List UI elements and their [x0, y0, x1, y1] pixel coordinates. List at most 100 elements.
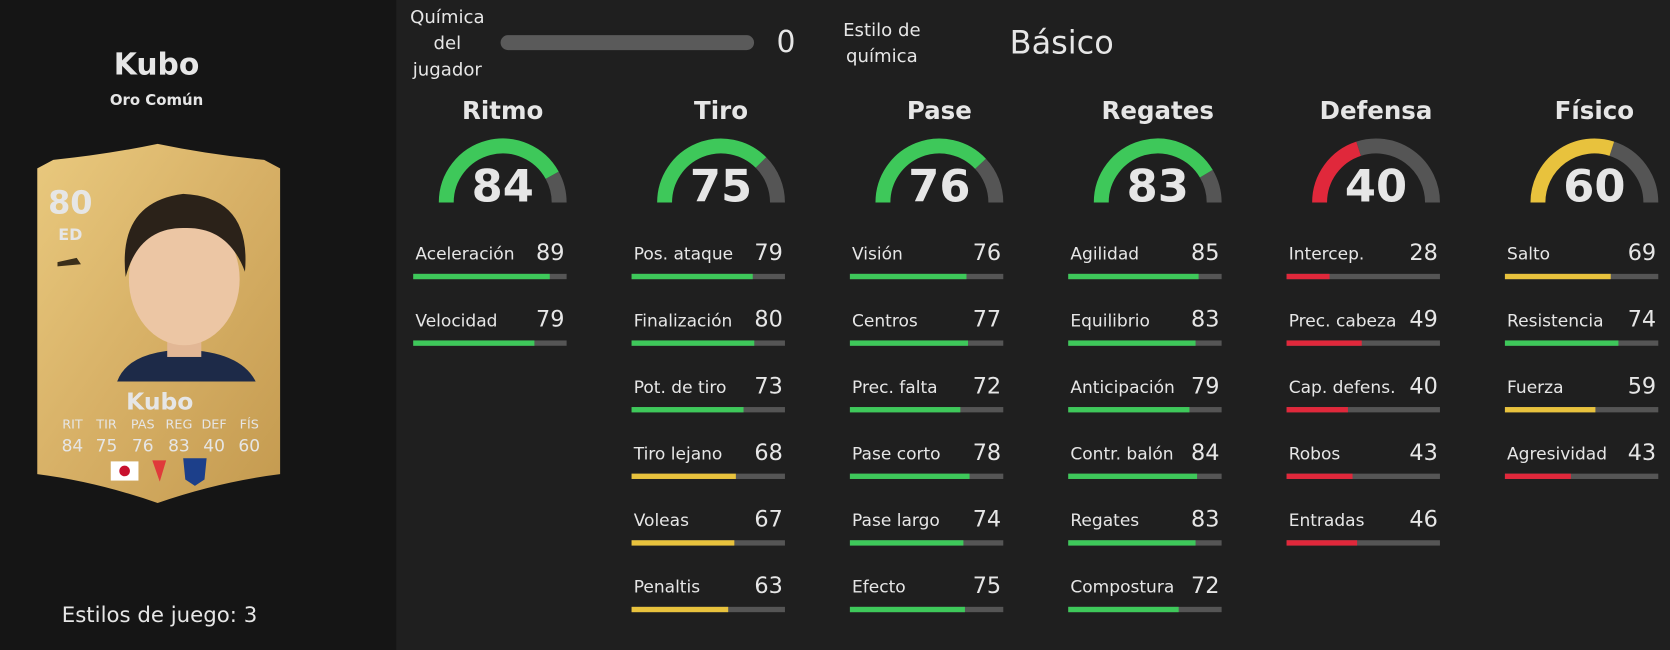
- stat-bar: [1068, 473, 1198, 479]
- stat-value: 63: [754, 573, 782, 599]
- playstyles: Estilos de juego: 3: [62, 603, 258, 628]
- stat-bar-track: [1504, 473, 1659, 479]
- stat-bar: [1504, 473, 1571, 479]
- card-stat-value: 84: [62, 436, 84, 456]
- stat-value: 80: [754, 307, 782, 333]
- stat-name: Visión: [852, 245, 903, 265]
- gauge-track: [1609, 141, 1659, 203]
- stat-name: Intercep.: [1289, 245, 1365, 265]
- stat-name: Efecto: [852, 578, 906, 598]
- gauge-track: [974, 158, 1004, 203]
- stat-name: Resistencia: [1507, 311, 1603, 331]
- stat-bar: [1286, 473, 1353, 479]
- stat-name: Agresividad: [1507, 444, 1607, 464]
- chemistry-style: Básico: [1010, 24, 1114, 62]
- stat-value: 78: [973, 440, 1001, 466]
- chemistry-bar: [500, 35, 755, 51]
- card-stat-label: PAS: [131, 418, 155, 433]
- stat-name: Robos: [1289, 444, 1341, 464]
- stat-value: 79: [754, 240, 782, 266]
- stat-value: 74: [973, 506, 1001, 532]
- category-title: Ritmo: [462, 96, 543, 125]
- category-value: 84: [472, 160, 534, 213]
- stat-name: Contr. balón: [1070, 444, 1173, 464]
- stat-bar: [631, 407, 744, 413]
- player-rarity: Oro Común: [110, 91, 203, 109]
- gauge-fill: [438, 138, 559, 203]
- stat-value: 43: [1409, 440, 1437, 466]
- category-value: 40: [1345, 160, 1407, 213]
- gauge-fill: [1093, 138, 1213, 203]
- card-stat-label: RIT: [62, 418, 83, 433]
- stat-value: 67: [754, 506, 782, 532]
- stat-name: Tiro lejano: [633, 444, 723, 464]
- stat-bar: [413, 273, 550, 280]
- stat-value: 79: [1191, 373, 1219, 399]
- card-badges: [110, 458, 207, 486]
- stat-value: 40: [1409, 373, 1437, 399]
- card-stat-label: REG: [166, 418, 193, 433]
- stat-bar-track: [1286, 407, 1440, 413]
- card-stat-label: DEF: [201, 418, 226, 433]
- gauge-track: [545, 171, 567, 203]
- category-title: Defensa: [1320, 96, 1433, 125]
- stat-value: 72: [1191, 573, 1219, 599]
- chemistry-style-label: Estilo de: [843, 20, 920, 41]
- boot-icon: [57, 257, 81, 267]
- stat-name: Entradas: [1289, 511, 1365, 531]
- card-position: ED: [58, 225, 82, 244]
- gauge-fill: [657, 138, 767, 203]
- stat-value: 46: [1409, 506, 1437, 532]
- stat-value: 69: [1628, 240, 1656, 266]
- stat-bar: [631, 540, 735, 546]
- stat-value: 76: [973, 240, 1001, 266]
- stat-bar: [413, 340, 535, 346]
- stat-value: 77: [973, 307, 1001, 333]
- stat-value: 49: [1409, 307, 1437, 333]
- stat-value: 85: [1191, 240, 1219, 266]
- stat-name: Penaltis: [634, 578, 700, 598]
- card-name: Kubo: [126, 387, 193, 415]
- stat-name: Fuerza: [1507, 378, 1564, 398]
- stat-name: Aceleración: [415, 245, 514, 265]
- chemistry-label: jugador: [412, 59, 483, 80]
- stat-bar: [1068, 340, 1196, 346]
- category-value: 60: [1563, 160, 1625, 213]
- stat-name: Centros: [852, 311, 918, 331]
- category-title: Pase: [907, 96, 972, 125]
- chemistry-value: 0: [777, 25, 796, 60]
- stat-bar: [1068, 273, 1199, 280]
- card-stat-label: FÍS: [240, 417, 259, 433]
- stat-bar: [849, 540, 964, 546]
- stat-bar: [849, 340, 969, 346]
- stat-name: Pase largo: [852, 511, 940, 531]
- card-stat-value: 76: [132, 436, 154, 456]
- gauge-fill: [1312, 141, 1362, 203]
- gauge-fill: [875, 138, 986, 203]
- stat-bar: [1068, 407, 1190, 413]
- stat-bar: [631, 606, 729, 613]
- stat-bar: [849, 606, 965, 613]
- stat-name: Finalización: [634, 311, 733, 331]
- category-title: Tiro: [694, 96, 748, 125]
- gauge-fill: [1530, 138, 1615, 203]
- stat-value: 59: [1628, 373, 1656, 399]
- card-rating: 80: [48, 184, 92, 222]
- stat-bar: [631, 340, 755, 346]
- stat-name: Velocidad: [415, 311, 497, 331]
- stat-name: Voleas: [634, 511, 689, 531]
- stat-bar: [1286, 340, 1362, 346]
- card-stat-value: 75: [96, 436, 118, 456]
- stat-bar: [631, 273, 753, 280]
- category-value: 75: [690, 160, 752, 213]
- stat-value: 43: [1628, 440, 1656, 466]
- stat-value: 89: [536, 240, 564, 266]
- stat-bar: [1068, 606, 1179, 613]
- stat-bar: [1504, 273, 1611, 280]
- stat-value: 74: [1628, 307, 1656, 333]
- stat-name: Salto: [1507, 245, 1550, 265]
- card-stat-value: 60: [238, 436, 260, 456]
- stat-value: 79: [536, 307, 564, 333]
